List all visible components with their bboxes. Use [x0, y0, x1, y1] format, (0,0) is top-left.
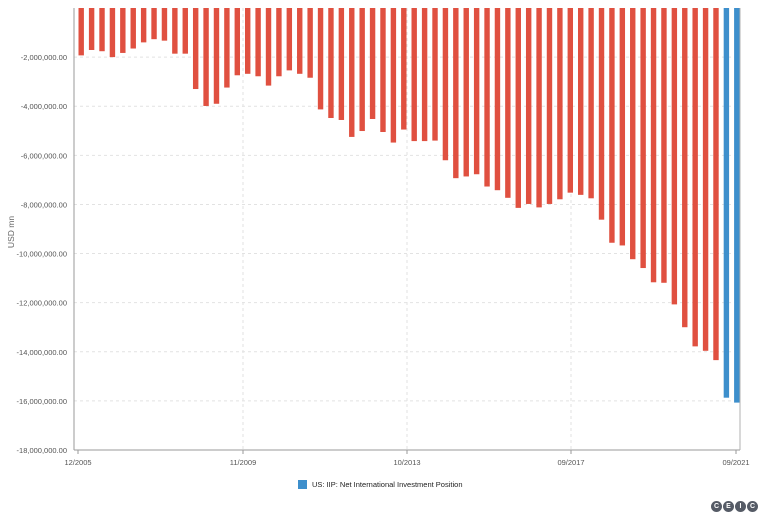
- bar: [588, 8, 594, 199]
- x-tick-label: 09/2017: [557, 458, 584, 467]
- bar: [203, 8, 209, 106]
- bar: [577, 8, 584, 195]
- y-tick-label: -10,000,000.00: [17, 250, 67, 259]
- bar: [286, 8, 293, 71]
- bars-group: [78, 8, 740, 403]
- y-axis-label: USD mn: [6, 216, 16, 248]
- y-tick-label: -12,000,000.00: [17, 299, 67, 308]
- bar: [650, 8, 657, 283]
- bar: [120, 8, 126, 53]
- x-tick-labels: 12/2005 11/2009 10/2013 09/2017 09/2021: [64, 458, 749, 467]
- x-tick-label: 12/2005: [64, 458, 91, 467]
- bar: [213, 8, 220, 104]
- bar: [317, 8, 324, 110]
- bar: [244, 8, 251, 74]
- bar: [463, 8, 469, 177]
- bar: [661, 8, 667, 283]
- bar: [671, 8, 678, 305]
- bar: [401, 8, 407, 130]
- bar: [536, 8, 542, 208]
- bar: [453, 8, 459, 179]
- bar: [307, 8, 313, 78]
- bar: [255, 8, 261, 77]
- bar: [692, 8, 698, 347]
- bar: [161, 8, 168, 41]
- bar: [182, 8, 188, 54]
- y-tick-label: -4,000,000.00: [21, 102, 67, 111]
- y-tick-labels: -2,000,000.00 -4,000,000.00 -6,000,000.00 -…: [17, 53, 67, 455]
- bar: [609, 8, 615, 243]
- bar: [411, 8, 417, 142]
- bar: [265, 8, 272, 86]
- bar: [390, 8, 397, 143]
- bar: [359, 8, 365, 132]
- bar: [328, 8, 334, 119]
- bar: [130, 8, 136, 49]
- bar: [484, 8, 490, 187]
- bar: [432, 8, 438, 141]
- legend-label: US: IIP: Net International Investment Po…: [312, 480, 463, 489]
- y-tick-label: -6,000,000.00: [21, 151, 67, 160]
- y-tick-label: -14,000,000.00: [17, 348, 67, 357]
- bar: [619, 8, 626, 246]
- bar: [192, 8, 199, 90]
- bar: [224, 8, 230, 88]
- y-tick-label: -2,000,000.00: [21, 53, 67, 62]
- bar: [682, 8, 688, 328]
- bar: [297, 8, 303, 74]
- logo-letter: C: [711, 501, 722, 512]
- y-tick-label: -18,000,000.00: [17, 446, 67, 455]
- legend[interactable]: US: IIP: Net International Investment Po…: [298, 480, 463, 489]
- x-tick-label: 09/2021: [722, 458, 749, 467]
- bar: [723, 8, 730, 398]
- bar: [99, 8, 105, 52]
- bar: [473, 8, 480, 175]
- bar: [140, 8, 147, 43]
- bar: [567, 8, 574, 193]
- gridlines: [74, 8, 740, 451]
- legend-swatch: [298, 480, 307, 489]
- bar: [494, 8, 501, 191]
- bar: [338, 8, 345, 120]
- x-tick-label: 11/2009: [230, 458, 257, 467]
- bar: [525, 8, 532, 204]
- bar: [380, 8, 386, 133]
- bar: [640, 8, 646, 269]
- bar: [546, 8, 553, 204]
- y-tick-label: -16,000,000.00: [17, 397, 67, 406]
- bar: [172, 8, 178, 54]
- logo-letter: I: [735, 501, 746, 512]
- bar: [598, 8, 605, 220]
- bar: [557, 8, 563, 200]
- x-tick-label: 10/2013: [393, 458, 420, 467]
- bar: [442, 8, 449, 161]
- bar: [515, 8, 521, 208]
- bar: [349, 8, 355, 137]
- logo-letter: C: [747, 501, 758, 512]
- bar: [505, 8, 511, 198]
- bar: [276, 8, 282, 77]
- logo-letter: E: [723, 501, 734, 512]
- bar: [421, 8, 428, 142]
- bar: [702, 8, 709, 351]
- bar: [734, 8, 740, 403]
- y-tick-label: -8,000,000.00: [21, 200, 67, 209]
- bar: [78, 8, 84, 56]
- bar: [369, 8, 376, 119]
- ceic-logo: C E I C: [710, 501, 758, 512]
- bar: [88, 8, 95, 50]
- axes: [73, 8, 741, 454]
- bar: [151, 8, 157, 40]
- bar: [234, 8, 241, 76]
- bar: [713, 8, 719, 361]
- bar: [109, 8, 116, 58]
- bar: [630, 8, 636, 260]
